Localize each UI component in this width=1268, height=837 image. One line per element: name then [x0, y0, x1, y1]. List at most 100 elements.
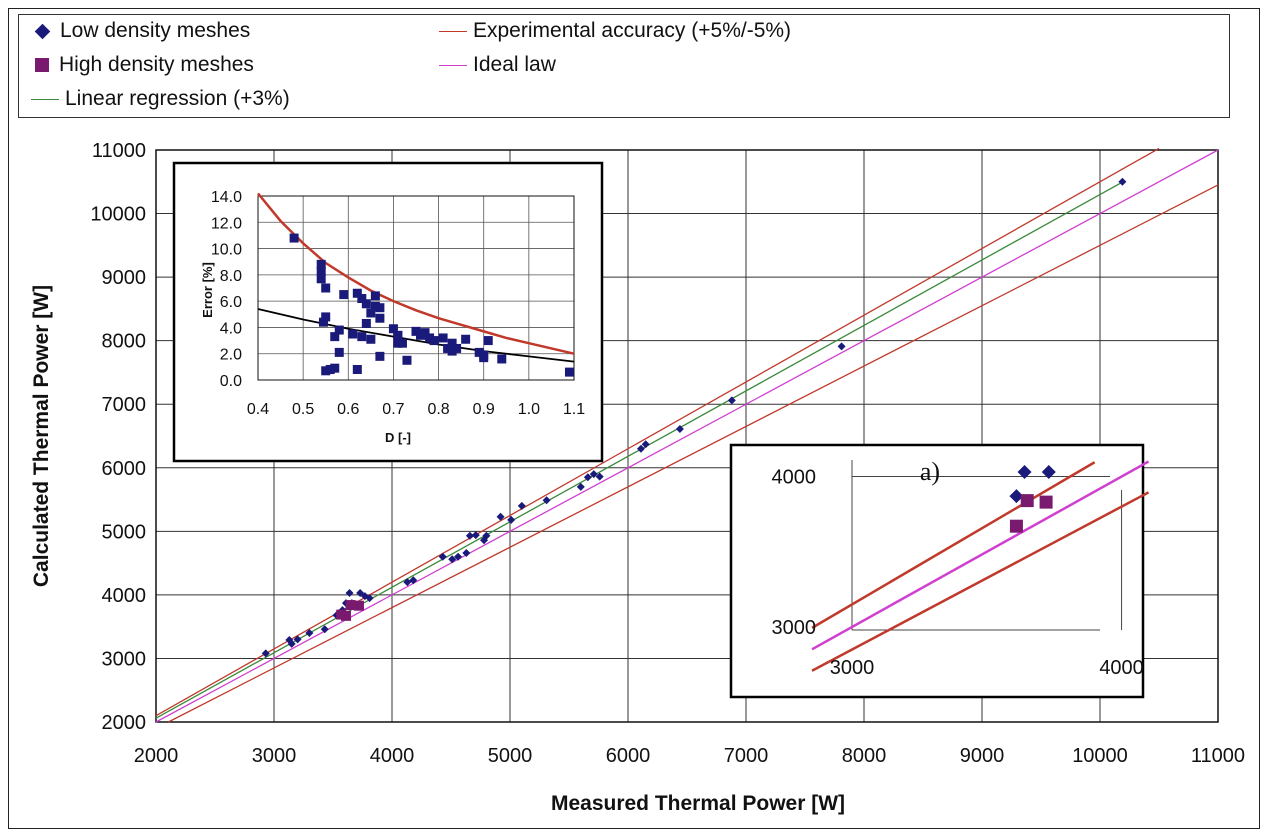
- inset-x-tick-label: 0.9: [473, 401, 495, 418]
- error-inset-frame: [172, 161, 604, 463]
- inset-x-tick-label: 0.5: [292, 401, 314, 418]
- low-density-point: [287, 639, 296, 648]
- low-density-point: [465, 531, 474, 540]
- low-density-point: [507, 515, 516, 524]
- legend-item-regression: Linear regression (+3%): [31, 87, 290, 111]
- y-tick-label: 2000: [102, 712, 147, 734]
- legend-item-low-density: Low density meshes: [31, 19, 250, 43]
- inset-error-point: [321, 366, 331, 376]
- low-density-point: [636, 444, 645, 453]
- low-density-point: [448, 555, 457, 564]
- low-density-point: [589, 470, 598, 479]
- low-density-point: [1118, 177, 1127, 186]
- x-tick-label: 7000: [724, 745, 769, 767]
- square-marker-icon: [35, 58, 49, 72]
- series-line: [168, 184, 1219, 723]
- inset-error-point: [366, 308, 376, 318]
- inset-error-point: [357, 332, 367, 342]
- y-tick-label: 7000: [102, 394, 147, 416]
- zoom-high-density-point: [1039, 495, 1053, 509]
- legend-label: Ideal law: [473, 53, 556, 76]
- inset-x-tick-label: 0.6: [337, 401, 359, 418]
- low-density-point: [496, 512, 505, 521]
- inset-error-point: [416, 330, 426, 340]
- green-line-icon: [31, 98, 59, 100]
- low-density-point: [320, 625, 329, 634]
- inset-error-point: [564, 367, 574, 377]
- inset-error-point: [474, 347, 484, 357]
- zoom-reference-line: [811, 460, 1150, 651]
- legend-item-accuracy: Experimental accuracy (+5%/-5%): [439, 19, 791, 43]
- inset-error-point: [447, 346, 457, 356]
- zoom-low-density-point: [1041, 465, 1056, 480]
- high-density-point: [340, 610, 351, 621]
- zoom-inset-title: a): [920, 457, 940, 486]
- low-density-point: [365, 594, 374, 603]
- x-tick-label: 9000: [960, 745, 1005, 767]
- inset-error-point: [452, 343, 462, 353]
- inset-error-point: [334, 347, 344, 357]
- inset-error-point: [348, 329, 358, 339]
- zoom-reference-line: [811, 491, 1150, 672]
- error-inset-chart: 0.4 0.5 0.6 0.7 0.8 0.9 1.0 1.1 0.0 2.0 4.0 6.0 8.0 1…: [172, 161, 604, 463]
- low-density-point: [409, 576, 418, 585]
- inset-error-point: [375, 351, 385, 361]
- magenta-line-icon: [439, 64, 467, 66]
- inset-error-point: [321, 283, 331, 293]
- inset-y-tick-label: 2.0: [220, 347, 242, 364]
- inset-error-point: [425, 333, 435, 343]
- x-axis-title: Measured Thermal Power [W]: [551, 792, 845, 815]
- y-tick-label: 5000: [102, 521, 147, 543]
- zoom-high-density-point: [1020, 494, 1034, 508]
- inset-error-point: [361, 299, 371, 309]
- inset-error-point: [366, 334, 376, 344]
- inset-trend-curve: [257, 192, 575, 355]
- inset-y-tick-label: 0.0: [220, 373, 242, 390]
- legend-item-ideal: Ideal law: [439, 53, 556, 77]
- inset-x-tick-label: 1.0: [518, 401, 540, 418]
- inset-x-tick-label: 0.7: [382, 401, 404, 418]
- inset-error-point: [447, 338, 457, 348]
- low-density-point: [517, 501, 526, 510]
- legend-item-high-density: High density meshes: [31, 53, 254, 77]
- high-density-point: [353, 600, 364, 611]
- x-tick-label: 5000: [488, 745, 533, 767]
- inset-error-point: [334, 325, 344, 335]
- low-density-point: [438, 552, 447, 561]
- low-density-point: [583, 473, 592, 482]
- legend-label: Low density meshes: [60, 19, 251, 42]
- inset-x-tick-label: 0.4: [247, 401, 269, 418]
- low-density-point: [293, 635, 302, 644]
- inset-y-tick-label: 6.0: [220, 294, 242, 311]
- inset-error-point: [375, 313, 385, 323]
- legend-label: Experimental accuracy (+5%/-5%): [473, 19, 792, 42]
- inset-error-point: [316, 259, 326, 269]
- inset-y-axis-title: Error [%]: [200, 262, 215, 318]
- x-tick-label: 8000: [842, 745, 887, 767]
- low-density-point: [727, 396, 736, 405]
- inset-error-point: [429, 336, 439, 346]
- zoom-reference-line: [811, 461, 1096, 629]
- inset-y-tick-label: 12.0: [211, 215, 242, 232]
- zoom-y-tick-label: 4000: [772, 467, 817, 489]
- y-tick-label: 11000: [92, 140, 146, 162]
- inset-error-point: [318, 317, 328, 327]
- y-axis-title: Calculated Thermal Power [W]: [30, 285, 53, 587]
- inset-error-point: [497, 354, 507, 364]
- low-density-point: [837, 342, 846, 351]
- x-tick-label: 3000: [252, 745, 297, 767]
- y-tick-label: 6000: [102, 458, 147, 480]
- zoom-inset-chart: 3000 4000 3000 4000 a): [729, 443, 1150, 699]
- inset-error-point: [316, 274, 326, 284]
- inset-error-point: [330, 332, 340, 342]
- legend: Low density meshes High density meshes L…: [18, 14, 1230, 118]
- zoom-inset-frame: [729, 443, 1145, 699]
- low-density-point: [542, 496, 551, 505]
- series-line: [155, 149, 1219, 723]
- x-tick-label: 11000: [1191, 745, 1245, 767]
- inset-error-point: [325, 364, 335, 374]
- inset-error-point: [352, 288, 362, 298]
- inset-error-point: [352, 364, 362, 374]
- inset-error-point: [357, 294, 367, 304]
